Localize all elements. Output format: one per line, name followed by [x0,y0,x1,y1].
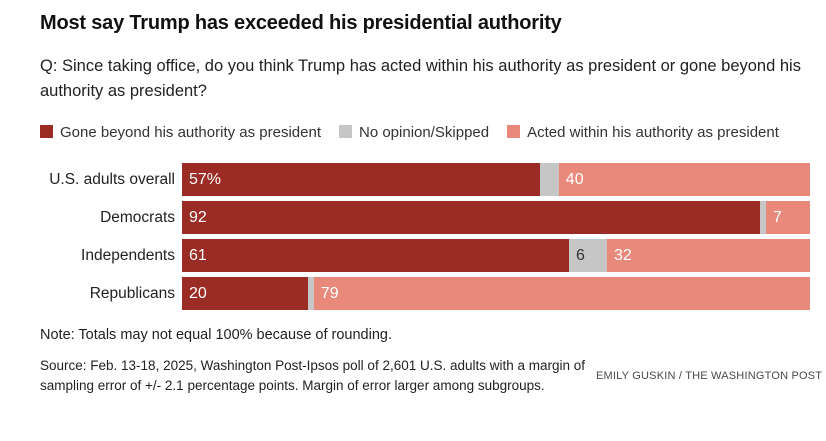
bar-segment: 61 [182,239,569,273]
bar-segment [307,277,314,311]
bar-segment: 6 [568,239,608,273]
bar-segment [539,163,559,197]
category-label: U.S. adults overall [49,170,175,188]
poll-question: Q: Since taking office, do you think Tru… [40,57,801,100]
bar-segment: 57% [182,163,540,197]
chart-row: Democrats 92 7 [40,201,810,235]
legend-item: Acted within his authority as president [507,124,779,141]
bar-segment: 79 [313,277,810,311]
legend-label: Gone beyond his authority as president [60,123,321,141]
legend-item: Gone beyond his authority as president [40,124,321,141]
chart-row: Independents 61 6 32 [40,239,810,273]
chart-row: Republicans 20 79 [40,277,810,311]
category-label: Republicans [89,284,175,302]
legend-item: No opinion/Skipped [339,124,489,141]
credit-text: EMILY GUSKIN / THE WASHINGTON POST [596,369,823,382]
source-text: Source: Feb. 13-18, 2025, Washington Pos… [40,358,586,393]
bar-segment: 92 [182,201,760,235]
bar-value-label: 32 [614,246,632,264]
legend-swatch-icon [507,124,521,138]
bar-segment [759,201,767,235]
footer: Source: Feb. 13-18, 2025, Washington Pos… [40,356,822,395]
bar-segment: 7 [766,201,810,235]
note-text: Note: Totals may not equal 100% because … [40,327,392,344]
bar-segment: 20 [182,277,308,311]
bar-value-label: 61 [189,246,207,264]
legend-swatch-icon [339,124,352,138]
legend: Gone beyond his authority as president No… [40,119,806,147]
stacked-bar: 57% 40 [182,163,810,197]
category-label: Democrats [100,208,175,226]
category-label: Independents [81,246,175,264]
bar-value-label: 79 [320,284,339,302]
bar-value-label: 6 [575,246,585,264]
bar-value-label: 57% [189,170,222,188]
bar-segment: 40 [558,163,810,197]
stacked-bar: 20 79 [182,277,810,311]
chart: U.S. adults overall 57% 40 Democrats 92 7 Inde… [40,163,810,311]
bar-value-label: 40 [565,170,584,188]
stacked-bar: 61 6 32 [182,239,810,273]
legend-label: No opinion/Skipped [359,123,490,141]
chart-row: U.S. adults overall 57% 40 [40,163,810,197]
bar-value-label: 92 [189,208,207,226]
legend-label: Acted within his authority as president [527,123,779,141]
stacked-bar: 92 7 [182,201,810,235]
chart-title: Most say Trump has exceeded his presiden… [40,12,562,34]
bar-value-label: 20 [189,284,207,302]
bar-value-label: 7 [773,208,782,226]
bar-segment: 32 [607,239,810,273]
legend-swatch-icon [40,124,53,138]
